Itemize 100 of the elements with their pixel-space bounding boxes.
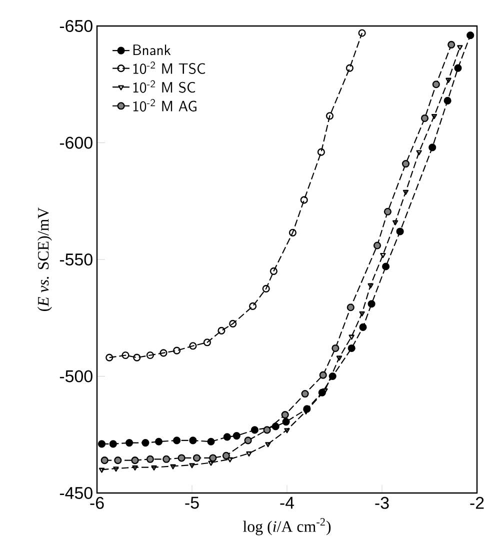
point	[402, 160, 410, 168]
point	[189, 463, 195, 468]
y-tick-label: -600	[60, 136, 92, 149]
y-tick-label: -550	[60, 254, 92, 266]
point	[444, 96, 452, 105]
point	[359, 323, 367, 332]
point	[249, 302, 257, 310]
point	[222, 452, 230, 460]
point	[173, 346, 181, 354]
point	[348, 334, 354, 340]
point	[284, 428, 290, 434]
point	[207, 438, 215, 446]
x-tick-label: -5	[185, 496, 199, 509]
point	[281, 410, 289, 419]
point	[457, 45, 463, 50]
x-tick-label: -4	[280, 496, 294, 509]
y-tick-label: -450	[60, 487, 92, 500]
point	[246, 451, 252, 456]
point	[133, 354, 141, 362]
point	[326, 112, 334, 120]
point	[416, 150, 422, 156]
point	[132, 465, 138, 471]
point	[272, 422, 280, 430]
point	[160, 349, 168, 357]
point	[189, 436, 197, 444]
point	[270, 267, 278, 275]
x-tick-label: -3	[375, 496, 389, 509]
point	[317, 148, 325, 156]
point	[154, 438, 163, 446]
point	[131, 456, 139, 464]
point	[368, 283, 374, 288]
point	[282, 418, 290, 426]
point	[229, 320, 237, 328]
point	[301, 390, 309, 398]
point	[332, 344, 340, 352]
point	[428, 144, 436, 152]
point	[98, 468, 105, 473]
point	[263, 426, 271, 434]
point	[109, 440, 117, 448]
point	[384, 208, 392, 216]
point	[208, 460, 214, 466]
point	[346, 64, 354, 72]
point	[392, 220, 398, 226]
point	[319, 371, 327, 379]
point	[106, 354, 114, 362]
point	[189, 342, 197, 350]
point	[126, 439, 134, 447]
point	[420, 114, 429, 122]
point	[402, 190, 409, 195]
point	[146, 351, 154, 360]
point	[373, 242, 382, 250]
point	[98, 440, 106, 448]
point	[346, 304, 354, 312]
point	[178, 454, 186, 462]
point	[368, 300, 376, 308]
point	[336, 356, 342, 361]
point	[146, 455, 154, 463]
legend-label: 10$^{-2}$ M SC	[133, 80, 196, 93]
legend-label: 10$^{-2}$ M TSC	[133, 61, 206, 74]
legend-label: Bnank	[133, 44, 171, 56]
point	[265, 442, 271, 448]
point	[300, 196, 308, 204]
point	[431, 114, 438, 120]
point	[446, 78, 452, 83]
x-tick-label: -6	[90, 496, 104, 509]
point	[322, 388, 328, 394]
x-tick-label: -2	[470, 496, 484, 509]
point	[209, 454, 217, 462]
point	[192, 454, 201, 462]
point	[114, 456, 122, 464]
point	[432, 80, 440, 88]
point	[244, 436, 252, 444]
y-tick-label: -650	[60, 20, 92, 32]
point	[232, 432, 240, 440]
point	[250, 426, 258, 434]
point	[100, 456, 108, 464]
point	[396, 228, 404, 236]
x-axis-title: log (i/A cm$^{-2}$)	[243, 518, 331, 536]
point	[454, 64, 462, 72]
point	[328, 372, 336, 380]
point	[223, 433, 231, 441]
point	[448, 40, 456, 48]
point	[203, 338, 211, 346]
legend-label: 10$^{-2}$ M AG	[133, 98, 196, 112]
point	[162, 455, 170, 463]
point	[380, 252, 386, 258]
point	[382, 262, 390, 270]
point	[262, 284, 270, 292]
point	[142, 439, 150, 447]
point	[227, 457, 233, 462]
point	[348, 344, 356, 352]
point	[218, 326, 226, 335]
point	[358, 29, 366, 37]
y-axis-title: (E vs. SCE)/mV	[37, 207, 52, 312]
point	[359, 311, 365, 316]
point	[113, 466, 119, 472]
point	[122, 351, 130, 360]
point	[466, 32, 474, 40]
point	[151, 465, 157, 471]
point	[288, 228, 296, 236]
